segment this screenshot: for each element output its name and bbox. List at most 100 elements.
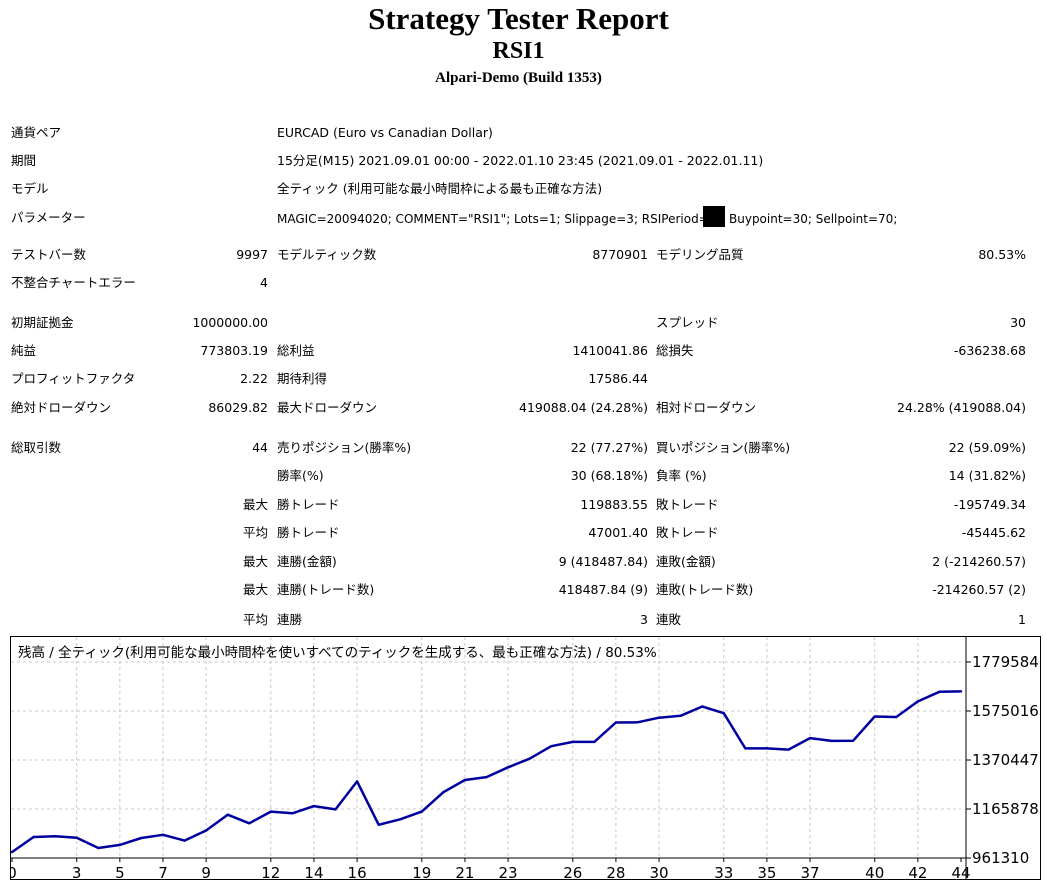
win-rate-label: 勝率(%): [277, 468, 324, 483]
mismatch-errors-value: 4: [260, 275, 268, 290]
average-win-label: 勝トレード: [277, 525, 340, 540]
largest-win-value: 119883.55: [580, 497, 648, 512]
balance-point: [161, 833, 165, 837]
balance-point: [938, 690, 941, 694]
balance-point: [269, 810, 273, 813]
x-tick-label: 0: [11, 864, 17, 879]
model-value: 全ティック (利用可能な最小時間枠による最も正確な方法): [277, 181, 603, 196]
chart-title: 残高 / 全ティック(利用可能な最小時間枠を使いすべてのティックを生成する、最も…: [18, 644, 657, 661]
balance-point: [744, 747, 747, 750]
balance-point: [140, 836, 143, 840]
max-consec-count-prefix: 最大: [242, 582, 268, 597]
y-tick-label: 1575016: [972, 702, 1039, 720]
balance-point: [851, 739, 855, 742]
y-tick-label: 1779584: [972, 653, 1039, 671]
y-tick-label: 961310: [972, 849, 1029, 867]
short-positions-label: 売りポジション(勝率%): [277, 440, 412, 455]
test-bars-value: 9997: [236, 247, 268, 262]
balance-point: [765, 747, 769, 750]
balance-point: [657, 716, 661, 719]
modeling-quality-value: 80.53%: [978, 247, 1026, 262]
balance-point: [183, 839, 186, 842]
largest-loss-value: -195749.34: [953, 497, 1026, 512]
max-consec-wins-money-label: 連勝(金額): [277, 554, 337, 569]
balance-point: [916, 700, 920, 703]
balance-point: [571, 740, 574, 744]
max-drawdown-label: 最大ドローダウン: [277, 400, 378, 415]
balance-point: [485, 775, 488, 779]
balance-point: [787, 748, 790, 751]
avg-consec-wins-value: 3: [640, 612, 648, 627]
spread-value: 30: [1010, 315, 1026, 330]
avg-consec-prefix: 平均: [242, 612, 268, 627]
expected-payoff-label: 期待利得: [277, 371, 328, 386]
balance-point: [355, 780, 359, 783]
symbol-label: 通貨ペア: [11, 125, 62, 140]
x-tick-label: 5: [115, 864, 125, 879]
expected-payoff-value: 17586.44: [588, 371, 648, 386]
max-consec-wins-count-value: 418487.84 (9): [558, 582, 648, 597]
long-positions-label: 買いポジション(勝率%): [656, 440, 791, 455]
max-consec-losses-money-value: 2 (-214260.57): [932, 554, 1026, 569]
initial-deposit-value: 1000000.00: [192, 315, 268, 330]
model-label: モデル: [11, 181, 49, 196]
loss-rate-label: 負率 (%): [656, 468, 707, 483]
balance-point: [808, 736, 812, 740]
average-win-value: 47001.40: [588, 525, 648, 540]
total-trades-label: 総取引数: [11, 440, 62, 455]
x-tick-label: 9: [201, 864, 211, 879]
balance-point: [377, 823, 380, 826]
gross-loss-label: 総損失: [656, 343, 694, 358]
balance-point: [32, 835, 35, 839]
rel-drawdown-value: 24.28% (419088.04): [897, 400, 1026, 415]
x-tick-label: 40: [865, 864, 884, 879]
x-tick-label: 14: [304, 864, 323, 879]
profit-factor-label: プロフィットファクタ: [11, 371, 136, 386]
average-prefix: 平均: [242, 525, 268, 540]
report-title: Strategy Tester Report: [368, 1, 669, 36]
modeling-quality-label: モデリング品質: [656, 247, 744, 262]
initial-deposit-label: 初期証拠金: [11, 315, 74, 330]
max-consec-losses-count-value: -214260.57 (2): [932, 582, 1026, 597]
max-consec-wins-count-label: 連勝(トレード数): [277, 582, 375, 597]
period-value: 15分足(M15) 2021.09.01 00:00 - 2022.01.10 …: [277, 153, 764, 168]
profit-factor-value: 2.22: [240, 371, 268, 386]
x-tick-label: 37: [800, 864, 819, 879]
largest-prefix: 最大: [242, 497, 268, 512]
test-bars-label: テストバー数: [11, 247, 87, 262]
balance-point: [506, 766, 510, 769]
win-rate-value: 30 (68.18%): [570, 468, 648, 483]
balance-line: [11, 690, 962, 854]
max-drawdown-value: 419088.04 (24.28%): [519, 400, 648, 415]
balance-point: [593, 740, 596, 744]
x-tick-label: 3: [72, 864, 82, 879]
largest-win-label: 勝トレード: [277, 497, 340, 512]
gross-loss-value: -636238.68: [953, 343, 1026, 358]
balance-point: [53, 835, 57, 838]
balance-point: [442, 791, 445, 794]
abs-drawdown-label: 絶対ドローダウン: [11, 400, 112, 415]
max-consec-wins-money-value: 9 (418487.84): [558, 554, 648, 569]
redaction-box: [703, 206, 725, 227]
x-tick-label: 21: [455, 864, 474, 879]
spread-label: スプレッド: [656, 315, 719, 330]
balance-point: [550, 745, 553, 748]
x-tick-label: 33: [714, 864, 733, 879]
balance-point: [463, 778, 467, 782]
balance-point: [895, 715, 898, 719]
x-tick-label: 7: [158, 864, 168, 879]
total-trades-value: 44: [252, 440, 268, 455]
x-tick-label: 16: [348, 864, 367, 879]
balance-point: [399, 818, 402, 821]
gross-profit-label: 総利益: [277, 343, 315, 358]
balance-point: [873, 715, 876, 718]
x-tick-label: 26: [563, 864, 582, 879]
balance-point: [420, 810, 423, 813]
server-build: Alpari-Demo (Build 1353): [435, 70, 602, 86]
balance-point: [11, 850, 14, 854]
net-profit-label: 純益: [11, 343, 37, 358]
balance-point: [614, 721, 618, 724]
symbol-value: EURCAD (Euro vs Canadian Dollar): [277, 125, 493, 140]
mismatch-errors-label: 不整合チャートエラー: [11, 275, 136, 290]
avg-consec-losses-label: 連敗: [656, 612, 682, 627]
